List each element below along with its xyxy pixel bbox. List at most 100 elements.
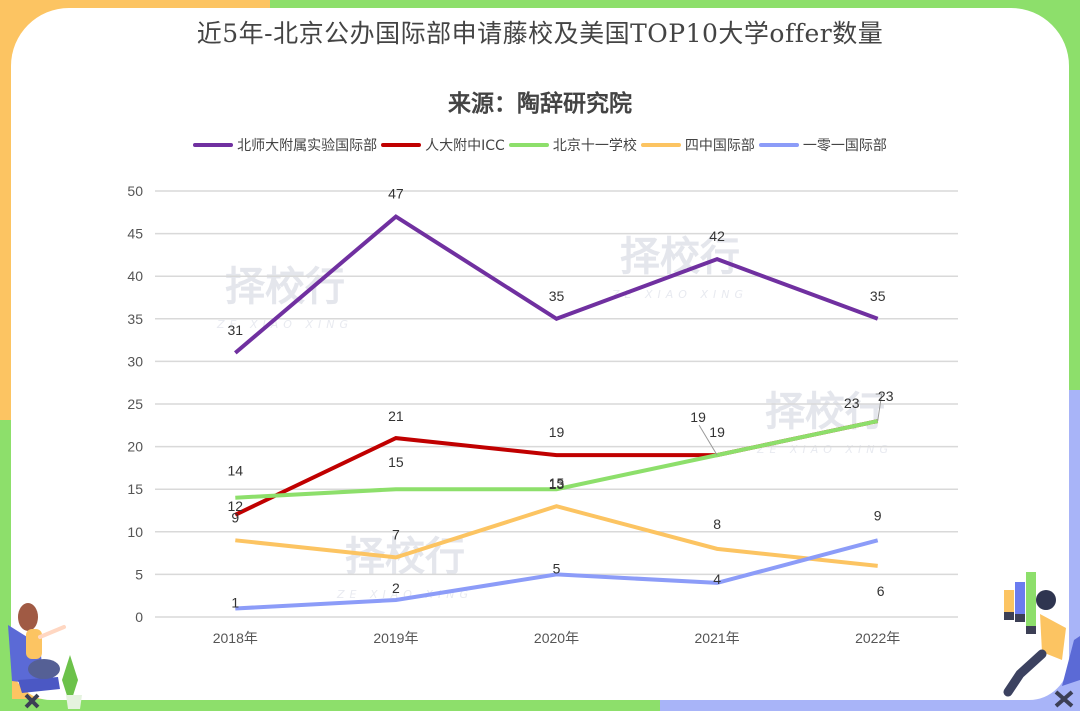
gridlines <box>155 190 958 618</box>
mini-bar-green <box>1026 572 1036 626</box>
data-label: 13 <box>549 476 565 492</box>
x-tick-label: 2020年 <box>534 630 579 646</box>
data-label: 23 <box>878 388 894 404</box>
x-tick-label: 2022年 <box>855 630 900 646</box>
chair-seat-shape <box>18 677 60 693</box>
mini-bar-base <box>1004 612 1014 620</box>
watermark-subtext: ZE XIAO XING <box>756 443 893 456</box>
leader-line <box>698 424 718 456</box>
y-axis-ticks: 0 5 10 15 20 25 30 35 40 45 50 <box>127 183 143 625</box>
y-tick-label: 35 <box>127 311 143 327</box>
plant-leaf-shape <box>62 655 78 705</box>
mini-bar-base <box>1026 626 1036 634</box>
data-label: 12 <box>228 498 244 514</box>
woman-in-chair-illustration <box>8 603 82 709</box>
watermark-text: 择校行 <box>225 264 345 310</box>
data-label: 1 <box>231 594 239 610</box>
background-green-bottom-strip <box>0 699 680 711</box>
y-tick-label: 45 <box>127 226 143 242</box>
chair-base-shape <box>1054 690 1074 708</box>
mini-bar-orange <box>1004 590 1014 612</box>
legend-swatch <box>381 143 422 147</box>
data-label: 9 <box>231 509 239 525</box>
watermark-subtext: ZE XIAO XING <box>611 288 748 301</box>
data-label: 15 <box>549 475 565 491</box>
data-label: 21 <box>388 408 404 424</box>
data-label: 47 <box>388 186 404 202</box>
chart-subtitle: 来源：陶辞研究院 <box>448 90 632 117</box>
data-label: 7 <box>392 526 400 542</box>
y-tick-label: 25 <box>127 396 143 412</box>
label-leader-lines <box>698 393 883 456</box>
data-label: 19 <box>709 424 725 440</box>
legend-label: 人大附中ICC <box>425 138 505 154</box>
data-label: 9 <box>874 507 882 523</box>
data-label: 31 <box>228 322 244 338</box>
series-line-0 <box>234 214 879 355</box>
mini-bar-blue <box>1015 582 1025 614</box>
mini-bar-base <box>1015 614 1025 622</box>
watermark-subtext: ZE XIAO XING <box>336 588 473 601</box>
legend-item: 北京十一学校 <box>508 135 637 155</box>
data-label: 6 <box>877 583 885 599</box>
series-line-3 <box>235 504 878 568</box>
data-label: 5 <box>553 560 561 576</box>
legend-label: 北师大附属实验国际部 <box>237 138 378 154</box>
data-label: 19 <box>690 409 706 425</box>
data-label: 15 <box>388 454 404 470</box>
plant-pot-shape <box>66 695 82 709</box>
legend-swatch <box>758 143 799 147</box>
legend-item: 四中国际部 <box>640 135 755 155</box>
y-tick-label: 40 <box>127 268 143 284</box>
x-tick-label: 2021年 <box>695 630 740 646</box>
y-tick-label: 0 <box>135 609 143 625</box>
shirt-shape <box>1040 614 1066 660</box>
legend-item: 北师大附属实验国际部 <box>193 135 377 155</box>
series-lines <box>234 214 879 611</box>
legend-item: 人大附中ICC <box>381 135 505 155</box>
torso-shape <box>26 629 42 659</box>
y-tick-label: 50 <box>127 183 143 199</box>
legend-item: 一零一国际部 <box>758 135 887 155</box>
chart-title: 近5年-北京公办国际部申请藤校及美国TOP10大学offer数量 <box>196 19 884 48</box>
data-label: 19 <box>549 424 565 440</box>
legend-swatch <box>640 143 681 147</box>
data-label: 2 <box>392 580 400 596</box>
chart-legend: 北师大附属实验国际部 人大附中ICC 北京十一学校 四中国际部 一零一国际部 <box>0 135 1080 155</box>
watermark-subtext: ZE XIAO XING <box>216 318 353 331</box>
man-with-charts-illustration <box>1003 572 1080 708</box>
chair-base-shape <box>24 693 40 709</box>
chair-shape <box>1062 636 1080 686</box>
legend-label: 北京十一学校 <box>552 138 637 154</box>
arm-shape <box>38 625 66 639</box>
series-line-4 <box>235 538 879 611</box>
y-tick-label: 10 <box>127 524 143 540</box>
legend-label: 四中国际部 <box>684 138 755 154</box>
y-tick-label: 30 <box>127 353 143 369</box>
data-labels: 3147354235122119192314151519239713861254… <box>228 186 894 611</box>
data-label: 35 <box>870 288 886 304</box>
x-tick-label: 2018年 <box>213 630 258 646</box>
watermark-text: 择校行 <box>765 389 885 435</box>
y-tick-label: 15 <box>127 481 143 497</box>
leader-line <box>875 393 883 422</box>
background-lavender-bottom-strip <box>660 699 1080 711</box>
data-label: 14 <box>228 463 244 479</box>
legend-label: 一零一国际部 <box>802 138 887 154</box>
series-line-2 <box>235 419 879 500</box>
x-axis-ticks: 2018年 2019年 2020年 2021年 2022年 <box>213 630 901 646</box>
skirt-shape <box>28 659 60 679</box>
y-tick-label: 5 <box>135 566 143 582</box>
data-label: 23 <box>844 395 860 411</box>
hair-shape <box>18 603 38 631</box>
data-label: 4 <box>713 571 721 587</box>
y-tick-label: 20 <box>127 439 143 455</box>
legend-swatch <box>508 143 549 147</box>
data-label: 8 <box>713 516 721 532</box>
background-green-top-strip <box>270 0 1080 10</box>
legend-swatch <box>193 143 234 147</box>
chart-card <box>11 8 1069 700</box>
x-tick-label: 2019年 <box>373 630 418 646</box>
